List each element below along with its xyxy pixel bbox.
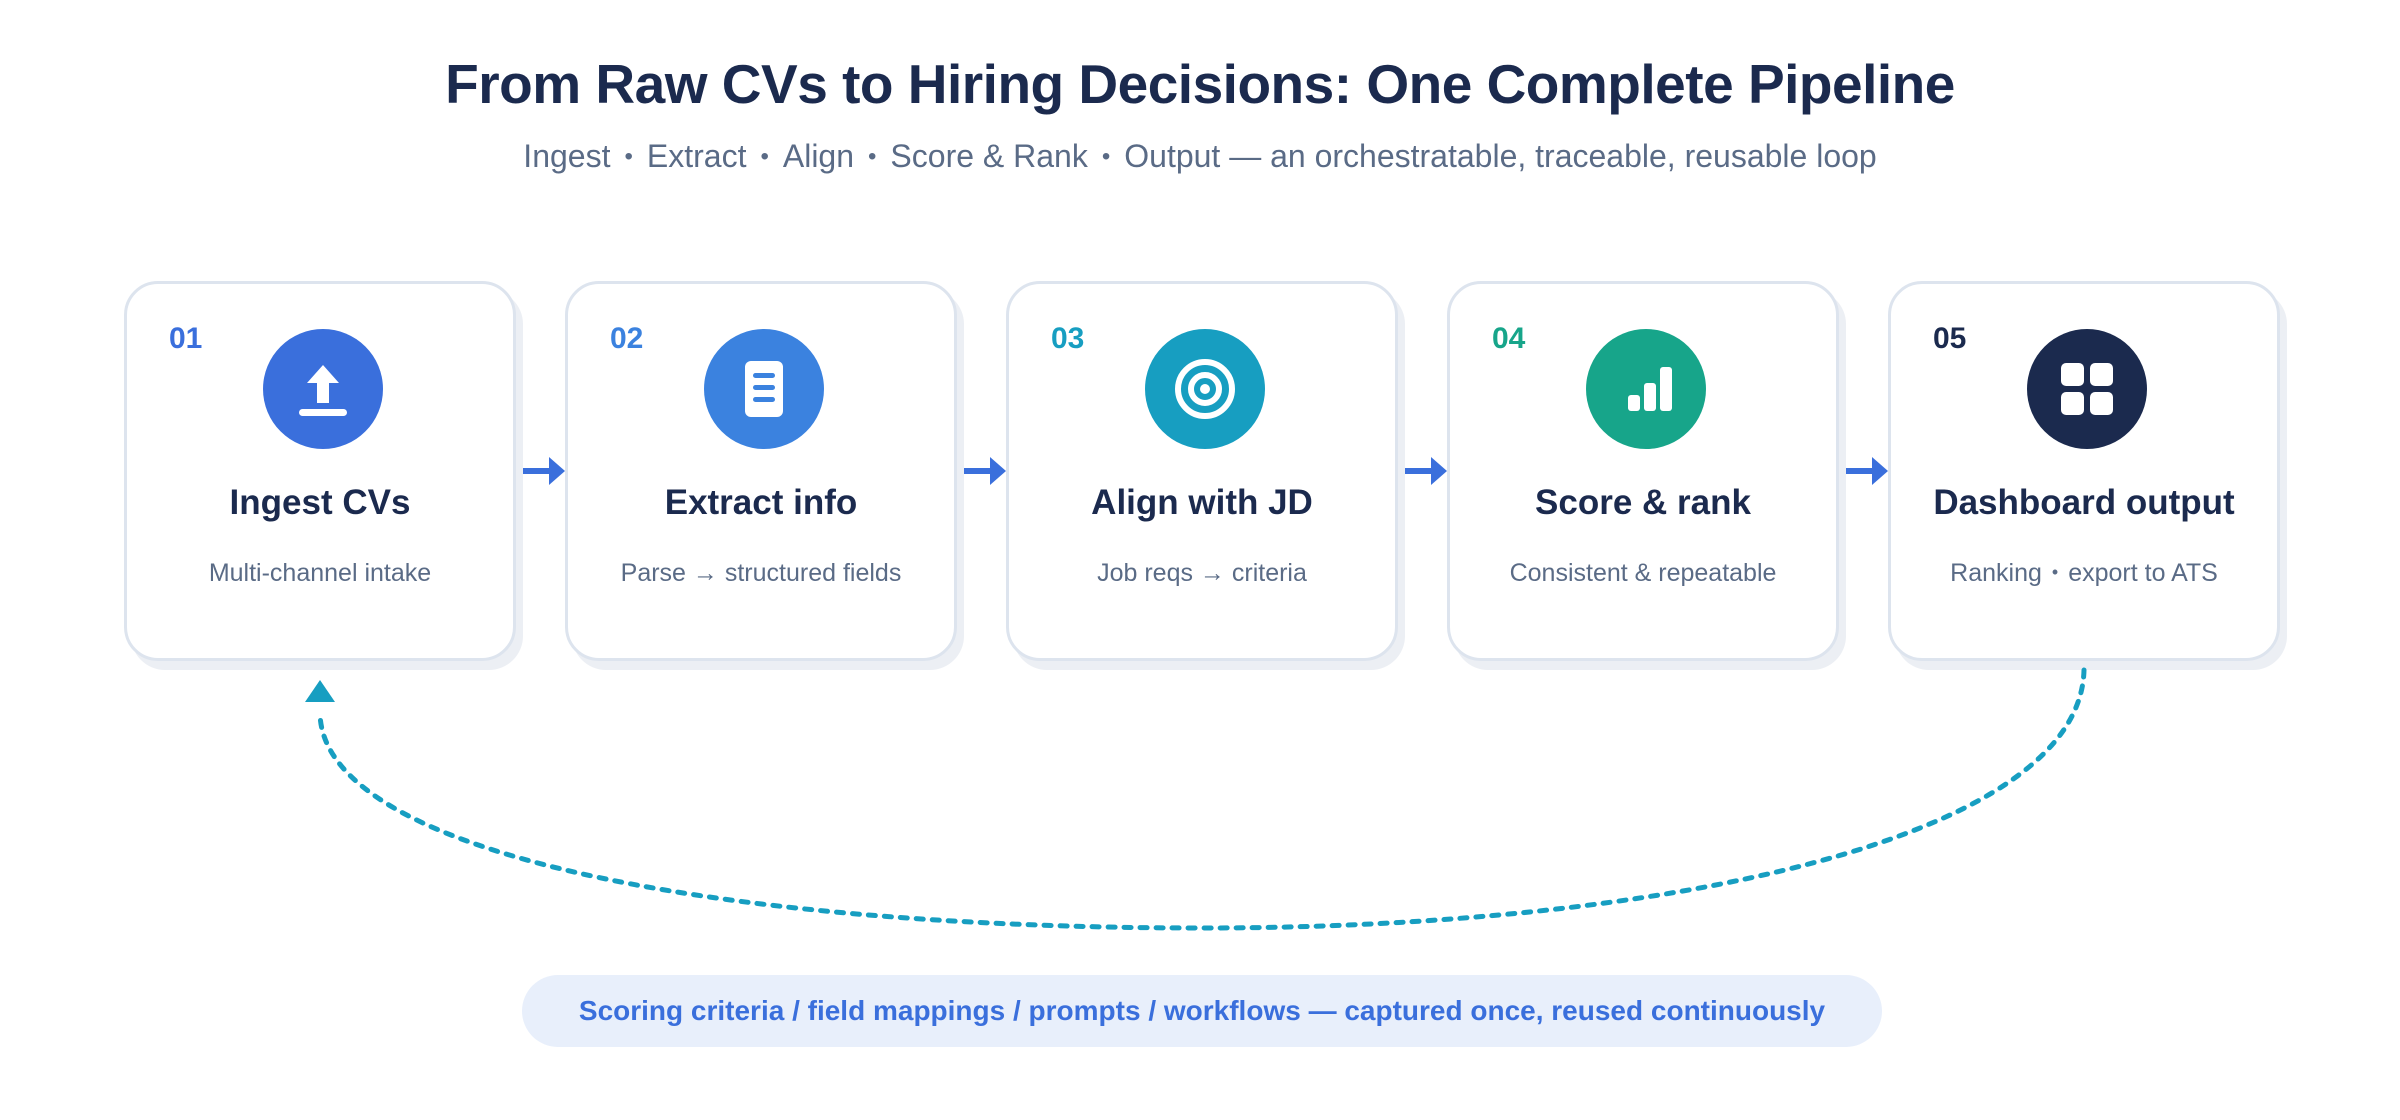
subtitle-separator: •: [1101, 143, 1111, 170]
connector-arrow-icon: [523, 457, 565, 485]
step-number: 02: [610, 322, 644, 355]
step-title: Dashboard output: [1933, 483, 2235, 522]
connector-arrow-icon: [964, 457, 1006, 485]
page-subtitle: Ingest • Extract • Align • Score & Rank • Output…: [0, 138, 2400, 175]
step-card-extract: 02 Extract info Parse → structured field…: [565, 281, 957, 661]
page-title: From Raw CVs to Hiring Decisions: One Co…: [445, 53, 1955, 115]
step-number: 03: [1051, 322, 1085, 355]
target-icon: [1145, 329, 1265, 449]
subtitle-item-align: Align: [782, 138, 855, 174]
step-title: Extract info: [664, 483, 858, 522]
step-title: Score & rank: [1535, 483, 1751, 522]
document-icon: [704, 329, 824, 449]
step-card-dashboard: 05 Dashboard output Ranking • export to AT…: [1888, 281, 2280, 661]
subtitle-item-score-rank: Score & Rank: [890, 138, 1088, 174]
step-number: 04: [1492, 322, 1526, 355]
connector-arrow-icon: [1405, 457, 1447, 485]
subtitle-separator: •: [624, 143, 633, 170]
description-part-export: export to ATS: [2068, 559, 2218, 587]
step-number: 05: [1933, 322, 1967, 355]
reuse-note-pill: Scoring criteria / field mappings / prom…: [522, 975, 1882, 1047]
step-description: Ranking • export to ATS: [1891, 559, 2277, 588]
dashboard-grid-icon: [2027, 329, 2147, 449]
step-card-align: 03 Align with JD Job reqs → criteria: [1006, 281, 1398, 661]
description-part-ranking: Ranking: [1950, 559, 2042, 587]
description-separator: •: [2051, 562, 2059, 582]
subtitle-item-output-tail: Output — an orchestratable, traceable, r…: [1124, 138, 1877, 174]
step-number: 01: [169, 322, 203, 355]
subtitle-item-ingest: Ingest: [523, 138, 611, 174]
step-description: Job reqs → criteria: [1097, 559, 1307, 587]
step-description: Parse → structured fields: [620, 559, 902, 587]
subtitle-separator: •: [760, 143, 769, 170]
upload-icon: [263, 329, 383, 449]
step-description: Multi-channel intake: [208, 559, 432, 587]
subtitle-item-extract: Extract: [646, 138, 747, 174]
step-description: Consistent & repeatable: [1509, 559, 1777, 587]
connector-arrow-icon: [1846, 457, 1888, 485]
bar-chart-icon: [1586, 329, 1706, 449]
subtitle-separator: •: [868, 143, 877, 170]
step-card-ingest: 01 Ingest CVs Multi-channel intake: [124, 281, 516, 661]
step-title: Ingest CVs: [229, 483, 411, 522]
step-title: Align with JD: [1091, 483, 1313, 522]
step-card-score: 04 Score & rank Consistent & repeatable: [1447, 281, 1839, 661]
